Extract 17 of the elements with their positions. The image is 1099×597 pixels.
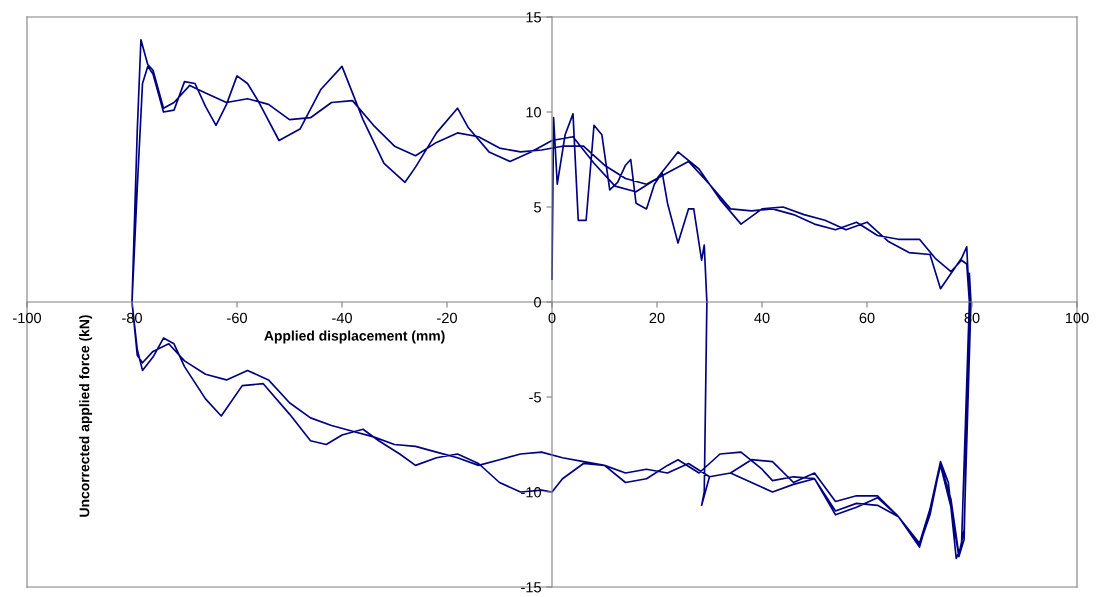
x-tick-label: 100 <box>1065 312 1089 324</box>
y-tick-label: 0 <box>534 297 542 308</box>
y-tick-label: 10 <box>526 107 542 118</box>
x-tick-label: -20 <box>437 312 457 324</box>
y-tick-label: -5 <box>529 392 541 403</box>
x-tick-label: 20 <box>649 312 665 324</box>
x-tick-label: -60 <box>227 312 247 324</box>
x-axis-title: Applied displacement (mm) <box>264 330 445 344</box>
x-tick-label: -40 <box>332 312 352 324</box>
x-tick-label: 0 <box>548 312 556 324</box>
y-axis-title: Uncorrected applied force (kN) <box>79 315 93 517</box>
y-tick-label: -15 <box>521 582 541 593</box>
y-tick-label: 5 <box>534 202 541 213</box>
x-tick-label: -100 <box>13 312 42 324</box>
x-tick-label: 60 <box>859 312 875 324</box>
x-tick-label: 40 <box>754 312 770 324</box>
y-tick-label: 15 <box>526 12 541 23</box>
